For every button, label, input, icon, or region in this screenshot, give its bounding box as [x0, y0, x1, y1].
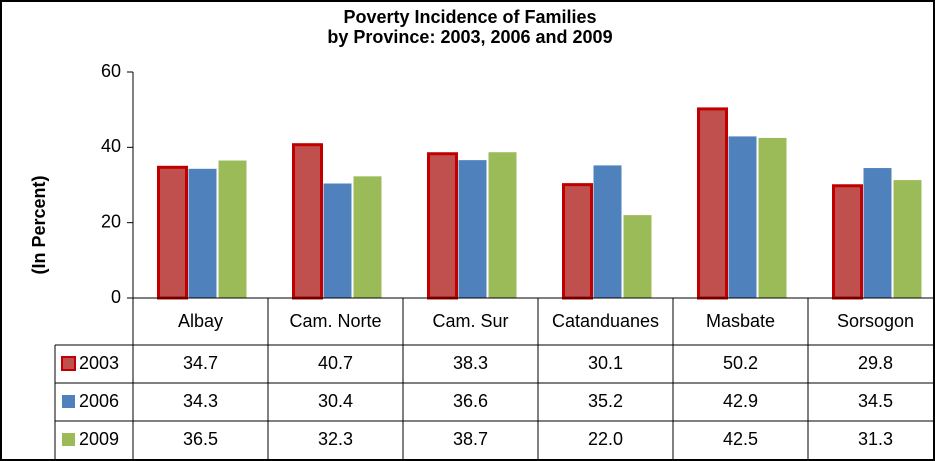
- bar: [218, 160, 247, 298]
- x-tick-label: Catanduanes: [552, 311, 659, 331]
- table-value: 42.9: [723, 391, 758, 411]
- x-tick-label: Albay: [178, 311, 223, 331]
- table-value: 34.3: [183, 391, 218, 411]
- x-tick-label: Sorsogon: [837, 311, 914, 331]
- bar: [562, 183, 593, 300]
- table-value: 30.1: [588, 353, 623, 373]
- table-value: 22.0: [588, 429, 623, 449]
- table-value: 42.5: [723, 429, 758, 449]
- bar: [157, 165, 188, 300]
- table-value: 40.7: [318, 353, 353, 373]
- table-value: 38.7: [453, 429, 488, 449]
- table-value: 50.2: [723, 353, 758, 373]
- legend-label: 2009: [79, 429, 119, 449]
- y-tick-label: 40: [101, 136, 121, 156]
- x-tick-label: Masbate: [706, 311, 775, 331]
- table-value: 34.5: [858, 391, 893, 411]
- bar: [832, 184, 863, 300]
- bar: [697, 107, 728, 300]
- legend-label: 2003: [79, 353, 119, 373]
- bar: [323, 183, 352, 298]
- legend-swatch: [62, 433, 75, 446]
- table-value: 36.6: [453, 391, 488, 411]
- bar: [893, 180, 922, 298]
- bar: [758, 137, 787, 298]
- chart-title: Poverty Incidence of Families: [343, 7, 596, 27]
- legend-swatch: [62, 395, 75, 408]
- table-value: 38.3: [453, 353, 488, 373]
- bar: [353, 176, 382, 298]
- x-tick-label: Cam. Norte: [289, 311, 381, 331]
- y-axis-label: (In Percent): [29, 175, 49, 274]
- table-value: 34.7: [183, 353, 218, 373]
- bar: [458, 160, 487, 298]
- bar: [292, 143, 323, 300]
- legend-label: 2006: [79, 391, 119, 411]
- legend-swatch: [61, 356, 76, 371]
- table-value: 31.3: [858, 429, 893, 449]
- table-value: 36.5: [183, 429, 218, 449]
- table-value: 35.2: [588, 391, 623, 411]
- y-tick-label: 20: [101, 211, 121, 231]
- table-value: 29.8: [858, 353, 893, 373]
- bar: [488, 152, 517, 298]
- table-value: 30.4: [318, 391, 353, 411]
- bar: [188, 168, 217, 298]
- bar: [623, 215, 652, 298]
- table-value: 32.3: [318, 429, 353, 449]
- bar: [427, 152, 458, 300]
- bar: [863, 168, 892, 298]
- x-tick-label: Cam. Sur: [432, 311, 508, 331]
- y-tick-label: 0: [111, 287, 121, 307]
- chart-subtitle: by Province: 2003, 2006 and 2009: [327, 27, 612, 47]
- bar: [728, 136, 757, 298]
- y-tick-label: 60: [101, 61, 121, 81]
- bar: [593, 165, 622, 298]
